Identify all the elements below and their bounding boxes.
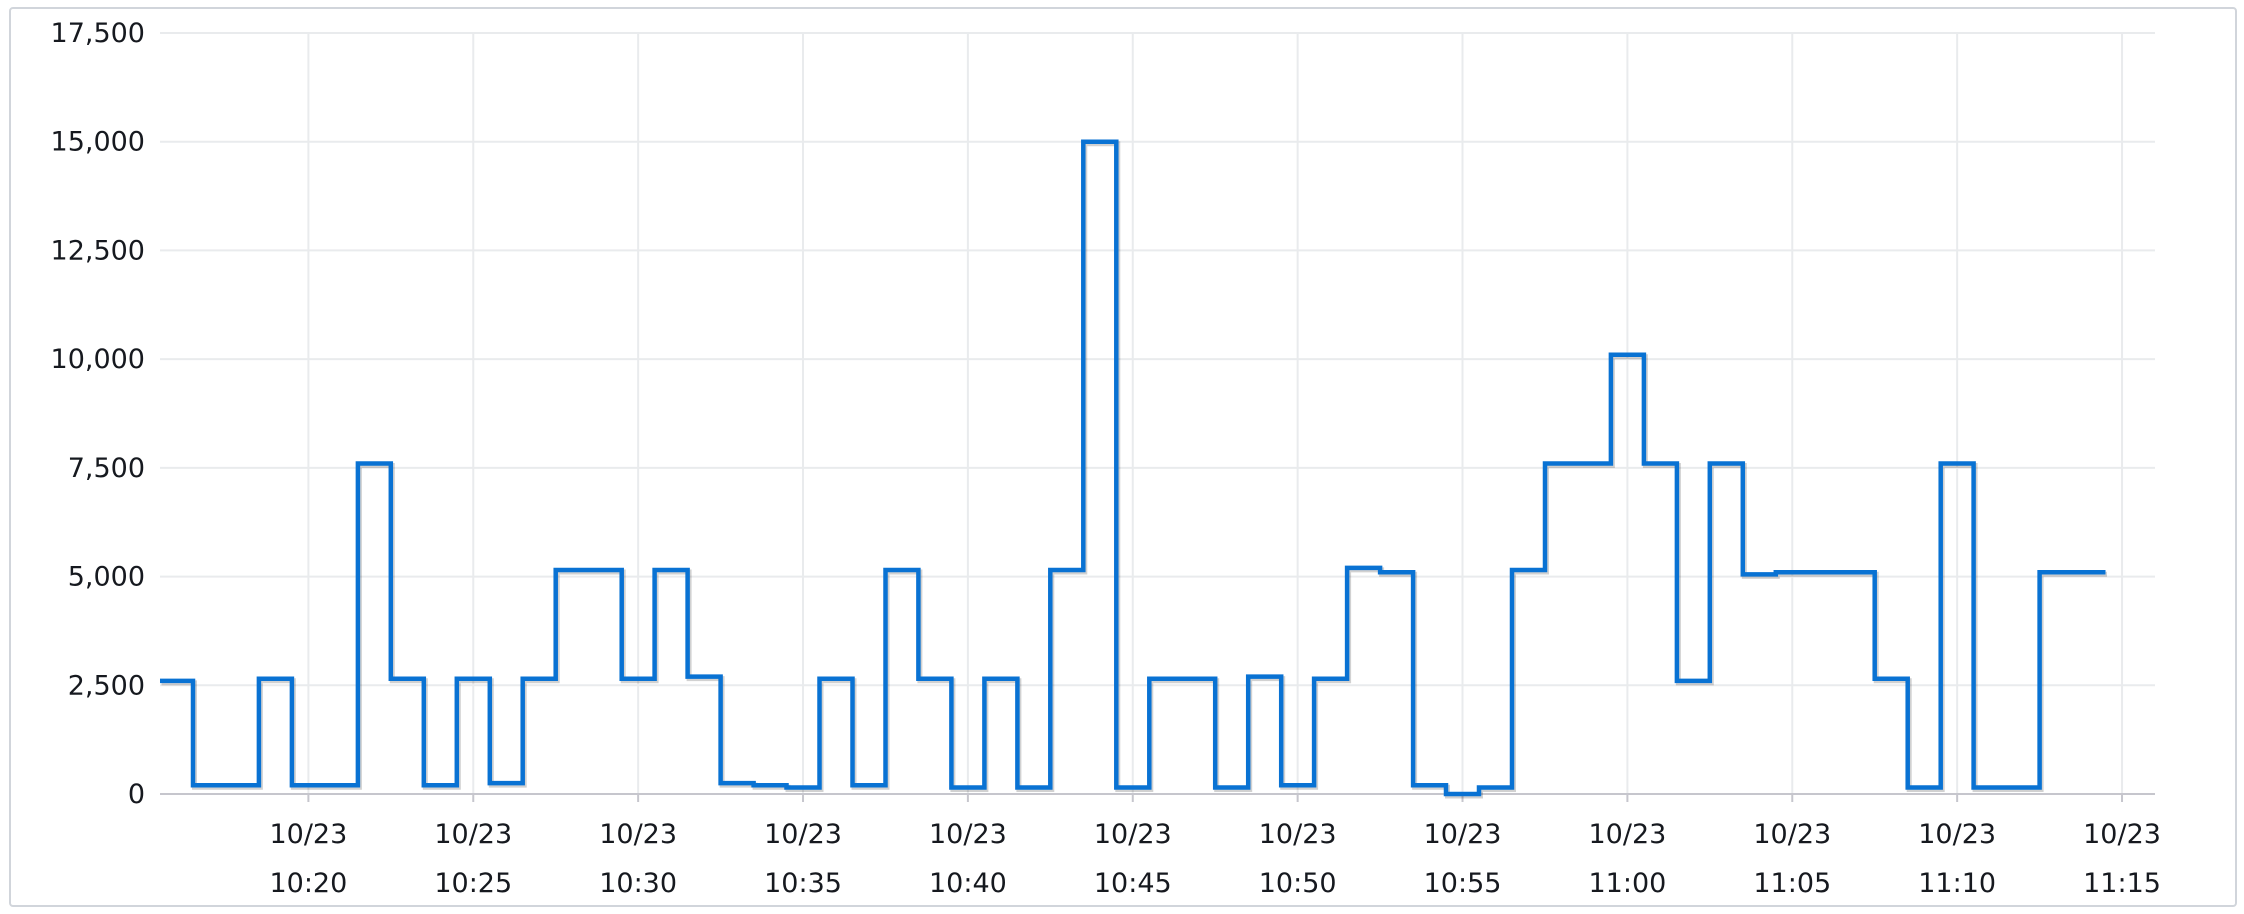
data-point[interactable]	[1226, 781, 1238, 793]
data-point[interactable]	[467, 673, 479, 685]
x-tick-time-label: 10:50	[1259, 868, 1337, 899]
data-point[interactable]	[1522, 564, 1534, 576]
data-point[interactable]	[1654, 458, 1666, 470]
data-point[interactable]	[566, 564, 578, 576]
data-point[interactable]	[764, 779, 776, 791]
data-point[interactable]	[1687, 675, 1699, 687]
data-point[interactable]	[533, 673, 545, 685]
x-tick-date-label: 10/23	[1588, 819, 1666, 850]
x-tick-time-label: 10:55	[1424, 868, 1502, 899]
data-point[interactable]	[1588, 458, 1600, 470]
x-tick-date-label: 10/23	[764, 819, 842, 850]
data-point[interactable]	[1489, 781, 1501, 793]
x-tick-time-label: 11:05	[1753, 868, 1831, 899]
x-tick-date-label: 10/23	[269, 819, 347, 850]
data-point[interactable]	[797, 781, 809, 793]
series-layer	[160, 136, 2107, 800]
data-point[interactable]	[1753, 568, 1765, 580]
data-point[interactable]	[1358, 562, 1370, 574]
x-tick-date-label: 10/23	[1753, 819, 1831, 850]
data-point[interactable]	[995, 673, 1007, 685]
data-point[interactable]	[1061, 564, 1073, 576]
data-point[interactable]	[302, 779, 314, 791]
data-point[interactable]	[1555, 458, 1567, 470]
label-layer: 0 2,500 5,000 7,500 10,000 12,500 15,000 17,500…	[51, 18, 2161, 899]
y-tick-label: 0	[128, 779, 145, 810]
data-point[interactable]	[1720, 458, 1732, 470]
data-point[interactable]	[1885, 673, 1897, 685]
data-point[interactable]	[401, 673, 413, 685]
data-point[interactable]	[1259, 671, 1271, 683]
data-point[interactable]	[830, 673, 842, 685]
x-tick-date-label: 10/23	[1424, 819, 1502, 850]
x-tick-date-label: 10/23	[1094, 819, 1172, 850]
x-tick-time-label: 10:30	[599, 868, 677, 899]
data-point[interactable]	[1193, 673, 1205, 685]
data-point[interactable]	[665, 564, 677, 576]
data-point[interactable]	[2083, 566, 2095, 578]
x-tick-time-label: 11:00	[1588, 868, 1666, 899]
data-point[interactable]	[1160, 673, 1172, 685]
data-point[interactable]	[1621, 349, 1633, 361]
data-point[interactable]	[335, 779, 347, 791]
y-tick-label: 12,500	[51, 235, 145, 266]
data-point[interactable]	[863, 779, 875, 791]
data-point[interactable]	[1325, 673, 1337, 685]
data-point[interactable]	[269, 673, 281, 685]
x-tick-date-label: 10/23	[2083, 819, 2161, 850]
x-tick-date-label: 10/23	[1259, 819, 1337, 850]
x-tick-time-label: 11:15	[2083, 868, 2161, 899]
data-point[interactable]	[1127, 781, 1139, 793]
y-tick-label: 17,500	[51, 18, 145, 49]
x-tick-date-label: 10/23	[1918, 819, 1996, 850]
data-point[interactable]	[929, 673, 941, 685]
data-point[interactable]	[500, 777, 512, 789]
data-point[interactable]	[731, 777, 743, 789]
data-point[interactable]	[203, 779, 215, 791]
x-tick-time-label: 10:35	[764, 868, 842, 899]
y-tick-label: 2,500	[68, 670, 145, 701]
series-line[interactable]	[160, 139, 2106, 797]
data-point[interactable]	[2050, 566, 2062, 578]
data-point[interactable]	[1819, 566, 1831, 578]
data-point[interactable]	[1424, 779, 1436, 791]
x-tick-time-label: 10:40	[929, 868, 1007, 899]
data-point[interactable]	[962, 781, 974, 793]
x-tick-date-label: 10/23	[599, 819, 677, 850]
data-point[interactable]	[1951, 458, 1963, 470]
data-point[interactable]	[1786, 566, 1798, 578]
x-tick-date-label: 10/23	[434, 819, 512, 850]
data-point[interactable]	[1457, 788, 1469, 800]
data-point[interactable]	[434, 779, 446, 791]
y-tick-label: 5,000	[68, 562, 145, 593]
data-point[interactable]	[236, 779, 248, 791]
data-point[interactable]	[1984, 781, 1996, 793]
x-tick-time-label: 10:45	[1094, 868, 1172, 899]
y-tick-label: 15,000	[51, 127, 145, 158]
x-tick-time-label: 11:10	[1918, 868, 1996, 899]
y-tick-label: 7,500	[68, 453, 145, 484]
data-point[interactable]	[599, 564, 611, 576]
x-tick-time-label: 10:25	[434, 868, 512, 899]
y-tick-label: 10,000	[51, 344, 145, 375]
data-point[interactable]	[896, 564, 908, 576]
data-point[interactable]	[1094, 136, 1106, 148]
data-point[interactable]	[170, 675, 182, 687]
data-point[interactable]	[1852, 566, 1864, 578]
data-point[interactable]	[1391, 566, 1403, 578]
x-tick-date-label: 10/23	[929, 819, 1007, 850]
data-point[interactable]	[1292, 779, 1304, 791]
data-point[interactable]	[698, 671, 710, 683]
data-point[interactable]	[1028, 781, 1040, 793]
data-point[interactable]	[632, 673, 644, 685]
data-point[interactable]	[368, 458, 380, 470]
grid-layer	[160, 32, 2155, 794]
axis-layer	[160, 793, 2155, 802]
x-tick-time-label: 10:20	[269, 868, 347, 899]
data-point[interactable]	[1918, 781, 1930, 793]
data-point[interactable]	[2017, 781, 2029, 793]
